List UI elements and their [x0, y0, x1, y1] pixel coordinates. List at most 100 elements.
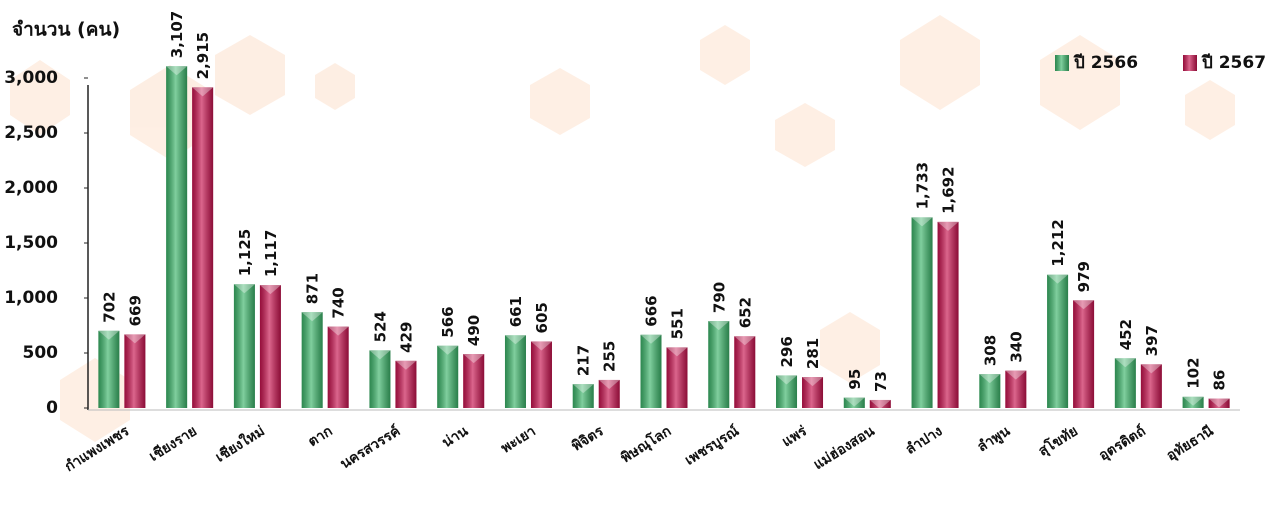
bar-cap	[504, 335, 526, 345]
bar-shine	[869, 399, 891, 408]
value-label: 281	[804, 338, 822, 369]
legend-label: ปี 2567	[1201, 52, 1266, 73]
value-label: 3,107	[168, 11, 186, 58]
x-tick-label: พิจิตร	[569, 423, 607, 455]
bar-cap	[369, 350, 391, 360]
bar-shine	[369, 350, 391, 408]
bar-shine	[395, 360, 417, 408]
bar-cap	[708, 321, 730, 331]
bar-shine	[504, 335, 526, 408]
value-label: 669	[126, 295, 144, 326]
bar-shine	[1114, 358, 1136, 408]
bar-shine	[843, 397, 865, 408]
bar-cap	[640, 334, 662, 344]
bar-cap	[1208, 398, 1230, 408]
value-label: 73	[872, 371, 890, 392]
bar-cap	[1047, 274, 1069, 284]
bar-cap	[1114, 358, 1136, 368]
bar-shine	[776, 375, 798, 408]
value-label: 605	[533, 302, 551, 333]
value-label: 490	[465, 315, 483, 346]
bar-shine	[301, 312, 323, 408]
bar-shine	[1140, 364, 1162, 408]
x-tick-label: แพร่	[779, 423, 810, 450]
bar-shine	[734, 336, 756, 408]
x-tick-label: ลำพูน	[975, 423, 1014, 455]
value-label: 871	[304, 273, 322, 304]
bar-cap	[937, 221, 959, 231]
bar-cap	[98, 330, 120, 340]
x-tick-label: น่าน	[440, 423, 472, 451]
legend-swatch-shine	[1055, 55, 1069, 71]
value-label: 652	[736, 297, 754, 328]
value-label: 255	[601, 341, 619, 372]
bar-shine	[666, 347, 688, 408]
bar-cap	[843, 397, 865, 407]
bar-shine	[598, 379, 620, 408]
value-label: 1,733	[914, 162, 932, 209]
value-label: 1,212	[1049, 219, 1067, 266]
value-label: 340	[1007, 331, 1025, 362]
bar-shine	[1047, 274, 1069, 408]
value-label: 429	[397, 321, 415, 352]
value-label: 524	[371, 311, 389, 342]
x-tick-label: อุทัยธานี	[1164, 423, 1217, 464]
bar-shine	[572, 384, 594, 408]
y-tick-label: 1,000	[4, 288, 58, 308]
bar-cap	[395, 360, 417, 370]
y-tick-label: 2,000	[4, 178, 58, 198]
value-label: 308	[981, 335, 999, 366]
bar-cap	[776, 375, 798, 385]
value-label: 566	[439, 306, 457, 337]
value-label: 1,117	[262, 230, 280, 277]
bar-shine	[166, 66, 188, 408]
bar-cap	[979, 374, 1001, 384]
bar-shine	[327, 326, 349, 408]
bar-shine	[233, 284, 255, 408]
bar-shine	[1208, 398, 1230, 408]
x-tick-label: พะเยา	[498, 423, 538, 456]
bar-cap	[911, 217, 933, 227]
value-label: 296	[778, 336, 796, 367]
bar-cap	[802, 377, 824, 387]
value-label: 95	[846, 369, 864, 390]
bar-shine	[937, 221, 959, 408]
bar-shine	[463, 354, 485, 408]
bar-cap	[1073, 300, 1095, 310]
bar-shine	[192, 87, 214, 408]
bar-shine	[640, 334, 662, 408]
x-tick-label: สุโขทัย	[1035, 422, 1081, 460]
legend-label: ปี 2566	[1073, 52, 1138, 73]
bar-cap	[572, 384, 594, 394]
bar-shine	[802, 377, 824, 408]
value-label: 551	[669, 308, 687, 339]
x-tick-label: เชียงราย	[147, 423, 200, 465]
value-label: 1,692	[940, 166, 958, 213]
bar-shine	[911, 217, 933, 408]
bar-cap	[666, 347, 688, 357]
bar-cap	[124, 334, 146, 344]
bar-shine	[259, 285, 281, 408]
value-label: 790	[710, 282, 728, 313]
value-label: 979	[1075, 261, 1093, 292]
bar-shine	[1005, 370, 1027, 408]
value-label: 86	[1211, 370, 1229, 391]
bar-shine	[979, 374, 1001, 408]
bar-cap	[233, 284, 255, 294]
bar-cap	[463, 354, 485, 364]
x-tick-label: ลำปาง	[903, 423, 946, 458]
value-label: 2,915	[194, 32, 212, 79]
x-tick-label: แม่ฮ่องสอน	[811, 423, 878, 473]
bar-cap	[1182, 396, 1204, 406]
bar-cap	[166, 66, 188, 76]
value-label: 740	[330, 287, 348, 318]
bar-cap	[259, 285, 281, 295]
bar-cap	[1140, 364, 1162, 374]
value-label: 397	[1143, 325, 1161, 356]
bar-cap	[530, 341, 552, 351]
bar-cap	[327, 326, 349, 336]
bar-cap	[1005, 370, 1027, 380]
bar-shine	[1182, 396, 1204, 408]
bar-cap	[301, 312, 323, 322]
